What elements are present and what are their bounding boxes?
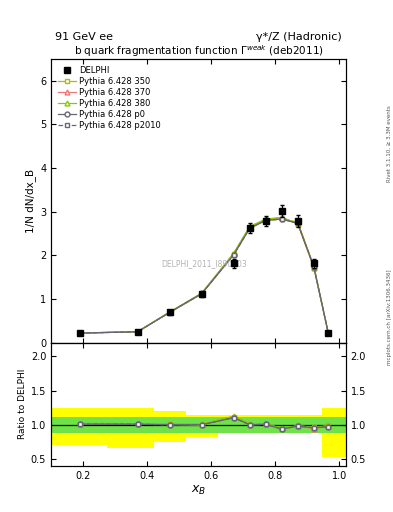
Y-axis label: Ratio to DELPHI: Ratio to DELPHI bbox=[18, 369, 27, 439]
Text: 91 GeV ee: 91 GeV ee bbox=[55, 32, 113, 42]
Text: DELPHI_2011_I890503: DELPHI_2011_I890503 bbox=[162, 259, 247, 268]
Title: b quark fragmentation function $\Gamma^{weak}$ (deb2011): b quark fragmentation function $\Gamma^{… bbox=[73, 43, 323, 59]
Text: Rivet 3.1.10, ≥ 3.3M events: Rivet 3.1.10, ≥ 3.3M events bbox=[387, 105, 392, 182]
Text: γ*/Z (Hadronic): γ*/Z (Hadronic) bbox=[256, 32, 342, 42]
Legend: DELPHI, Pythia 6.428 350, Pythia 6.428 370, Pythia 6.428 380, Pythia 6.428 p0, P: DELPHI, Pythia 6.428 350, Pythia 6.428 3… bbox=[55, 63, 163, 133]
Y-axis label: 1/N dN/dx_B: 1/N dN/dx_B bbox=[25, 168, 36, 233]
X-axis label: $x_B$: $x_B$ bbox=[191, 483, 206, 497]
Text: mcplots.cern.ch [arXiv:1306.3436]: mcplots.cern.ch [arXiv:1306.3436] bbox=[387, 270, 392, 365]
